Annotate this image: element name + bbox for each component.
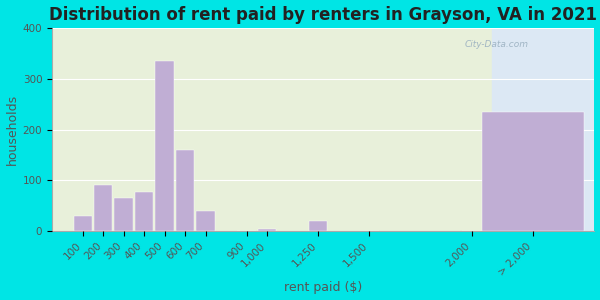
Bar [482,112,584,231]
Text: City-Data.com: City-Data.com [464,40,528,49]
Bar [309,221,328,231]
Bar [115,198,133,231]
Bar [492,28,595,231]
Title: Distribution of rent paid by renters in Grayson, VA in 2021: Distribution of rent paid by renters in … [49,6,597,24]
X-axis label: rent paid ($): rent paid ($) [284,281,362,294]
Bar [94,185,112,231]
Bar [155,61,174,231]
Bar [135,191,154,231]
Bar [176,150,194,231]
Bar [74,216,92,231]
Bar [196,211,215,231]
Bar [258,229,276,231]
Y-axis label: households: households [5,94,19,165]
